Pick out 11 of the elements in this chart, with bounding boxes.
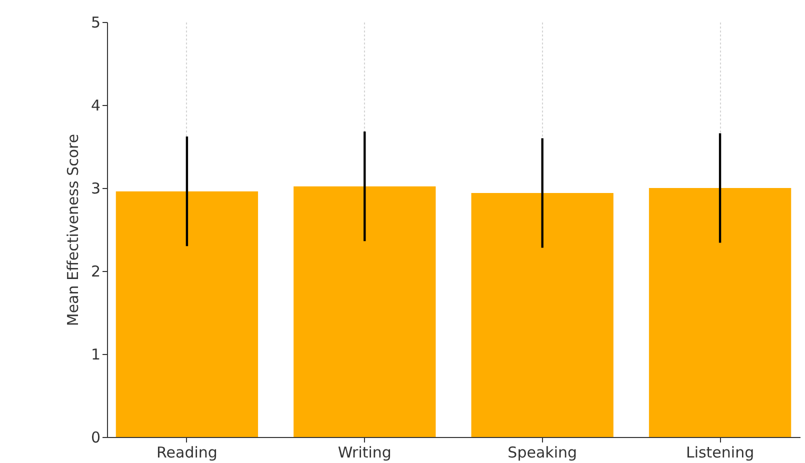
- x-tick-label: Reading: [156, 444, 218, 462]
- y-tick-label: 0: [90, 428, 100, 446]
- y-tick-label: 3: [90, 180, 100, 198]
- y-axis-title: Mean Effectiveness Score: [64, 134, 82, 326]
- y-tick-label: 2: [90, 262, 100, 280]
- y-tick-label: 4: [90, 96, 100, 114]
- y-tick-label: 1: [90, 346, 100, 364]
- x-tick-label: Speaking: [508, 444, 578, 462]
- y-tick-label: 5: [90, 14, 100, 32]
- x-tick-label: Writing: [338, 444, 392, 462]
- x-tick-label: Listening: [686, 444, 754, 462]
